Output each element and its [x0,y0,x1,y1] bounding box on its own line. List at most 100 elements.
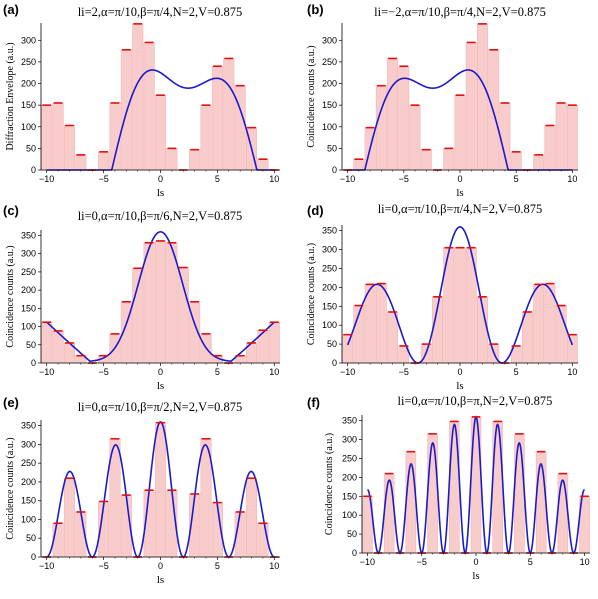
y-tick-label: 0 [332,165,337,175]
bar [420,149,432,171]
y-tick-label: 50 [26,143,36,153]
y-tick-label: 250 [342,453,357,463]
y-tick-label: 50 [347,529,357,539]
bar [177,267,189,364]
panel-title: li=0,α=π/10,β=π/6,N=2,V=0.875 [78,209,243,223]
y-tick-label: 200 [21,285,36,295]
y-tick-label: 150 [342,491,357,501]
panel-label: (d) [307,203,324,218]
bar [383,473,395,554]
x-tick-label: −10 [340,367,355,377]
bar [533,154,545,171]
y-tick-label: 350 [21,230,36,240]
bar [246,477,258,558]
y-tick-label: 100 [322,320,337,330]
x-tick-label: −5 [98,367,108,377]
panel-e: (e) li=0,α=π/10,β=π/2,N=2,V=0.875 −10 −5 0 5 1… [3,395,280,586]
y-tick-label: 300 [21,249,36,259]
panel-title: li=0,α=π/10,β=π,N=2,V=0.875 [398,394,553,408]
x-tick-label: 10 [269,174,279,184]
panel-label: (b) [307,2,324,17]
bar [63,125,75,171]
x-tick-label: −5 [98,174,108,184]
panel-label: (e) [3,395,19,410]
x-tick-label: 10 [567,174,577,184]
x-tick-label: 0 [158,174,163,184]
x-tick-label: 10 [567,367,577,377]
y-tick-label: 200 [322,79,337,89]
y-tick-label: 150 [21,100,36,110]
bar [98,151,110,171]
bar [375,283,387,364]
panel-title: li=−2,α=π/10,β=π/4,N=2,V=0.875 [374,5,546,19]
y-tick-label: 250 [322,57,337,67]
x-tick-label: −5 [399,174,409,184]
y-tick-label: 250 [322,263,337,273]
y-tick-label: 200 [342,472,357,482]
bar [566,104,578,171]
x-axis-label: ls [157,187,164,199]
y-tick-label: 200 [322,282,337,292]
bar [533,284,545,364]
y-tick-label: 0 [352,548,357,558]
bar [555,102,567,171]
bar [566,334,578,364]
bar [41,104,53,171]
y-axis-label: Coincidence counts (a.u.) [306,45,317,147]
x-tick-label: 0 [158,561,163,571]
bar [499,102,511,171]
x-axis-label: ls [456,380,463,392]
bar [154,422,167,558]
x-tick-label: 5 [514,174,519,184]
y-tick-label: 300 [342,435,357,445]
bar [154,240,167,364]
bar [257,522,269,558]
x-tick-label: −10 [340,174,355,184]
x-tick-label: 0 [473,557,478,567]
bar [154,94,167,171]
y-axis-label: Coincidence counts (a.u.) [306,243,317,345]
y-tick-label: 350 [21,421,36,431]
y-tick-label: 200 [21,477,36,487]
y-tick-label: 150 [21,303,36,313]
x-axis-label: ls [157,574,164,586]
bar [510,151,522,171]
x-tick-label: 0 [158,367,163,377]
x-tick-label: −5 [417,557,427,567]
bar [427,433,438,554]
panel-label: (f) [307,395,320,410]
bar [132,23,144,171]
y-tick-label: 300 [21,35,36,45]
fit-curve [346,226,574,364]
bar [409,104,421,171]
y-tick-label: 0 [332,358,337,368]
y-tick-label: 100 [342,510,357,520]
x-tick-label: 0 [457,174,462,184]
bar [200,104,212,171]
y-tick-label: 100 [21,514,36,524]
y-tick-label: 50 [327,143,337,153]
bar [257,158,269,171]
y-tick-label: 100 [21,122,36,132]
bar [477,23,488,171]
y-tick-label: 50 [327,339,337,349]
bar [557,473,569,554]
panel-c: (c) li=0,α=π/10,β=π/6,N=2,V=0.875 −10 −5 0 5 1… [3,203,280,392]
bar [465,42,477,171]
bar-series [353,23,578,171]
y-axis-label: Coincidence counts (a.u.) [324,433,335,535]
y-tick-label: 100 [21,322,36,332]
bar [353,158,365,171]
y-tick-label: 200 [21,79,36,89]
x-tick-label: −5 [98,561,108,571]
bar [387,58,399,171]
y-tick-label: 300 [21,439,36,449]
bar [521,311,533,364]
panel-f: (f) li=0,α=π/10,β=π,N=2,V=0.875−10 −5 0 5 100… [307,394,590,582]
bar [268,321,280,364]
panel-title: li=0,α=π/10,β=π/2,N=2,V=0.875 [78,400,243,414]
bar [342,334,354,364]
x-tick-label: −10 [360,557,375,567]
y-axis-label: Coincidence counts (a.u.) [5,245,16,347]
panel-title: li=2,α=π/10,β=π/4,N=2,V=0.875 [78,5,243,19]
